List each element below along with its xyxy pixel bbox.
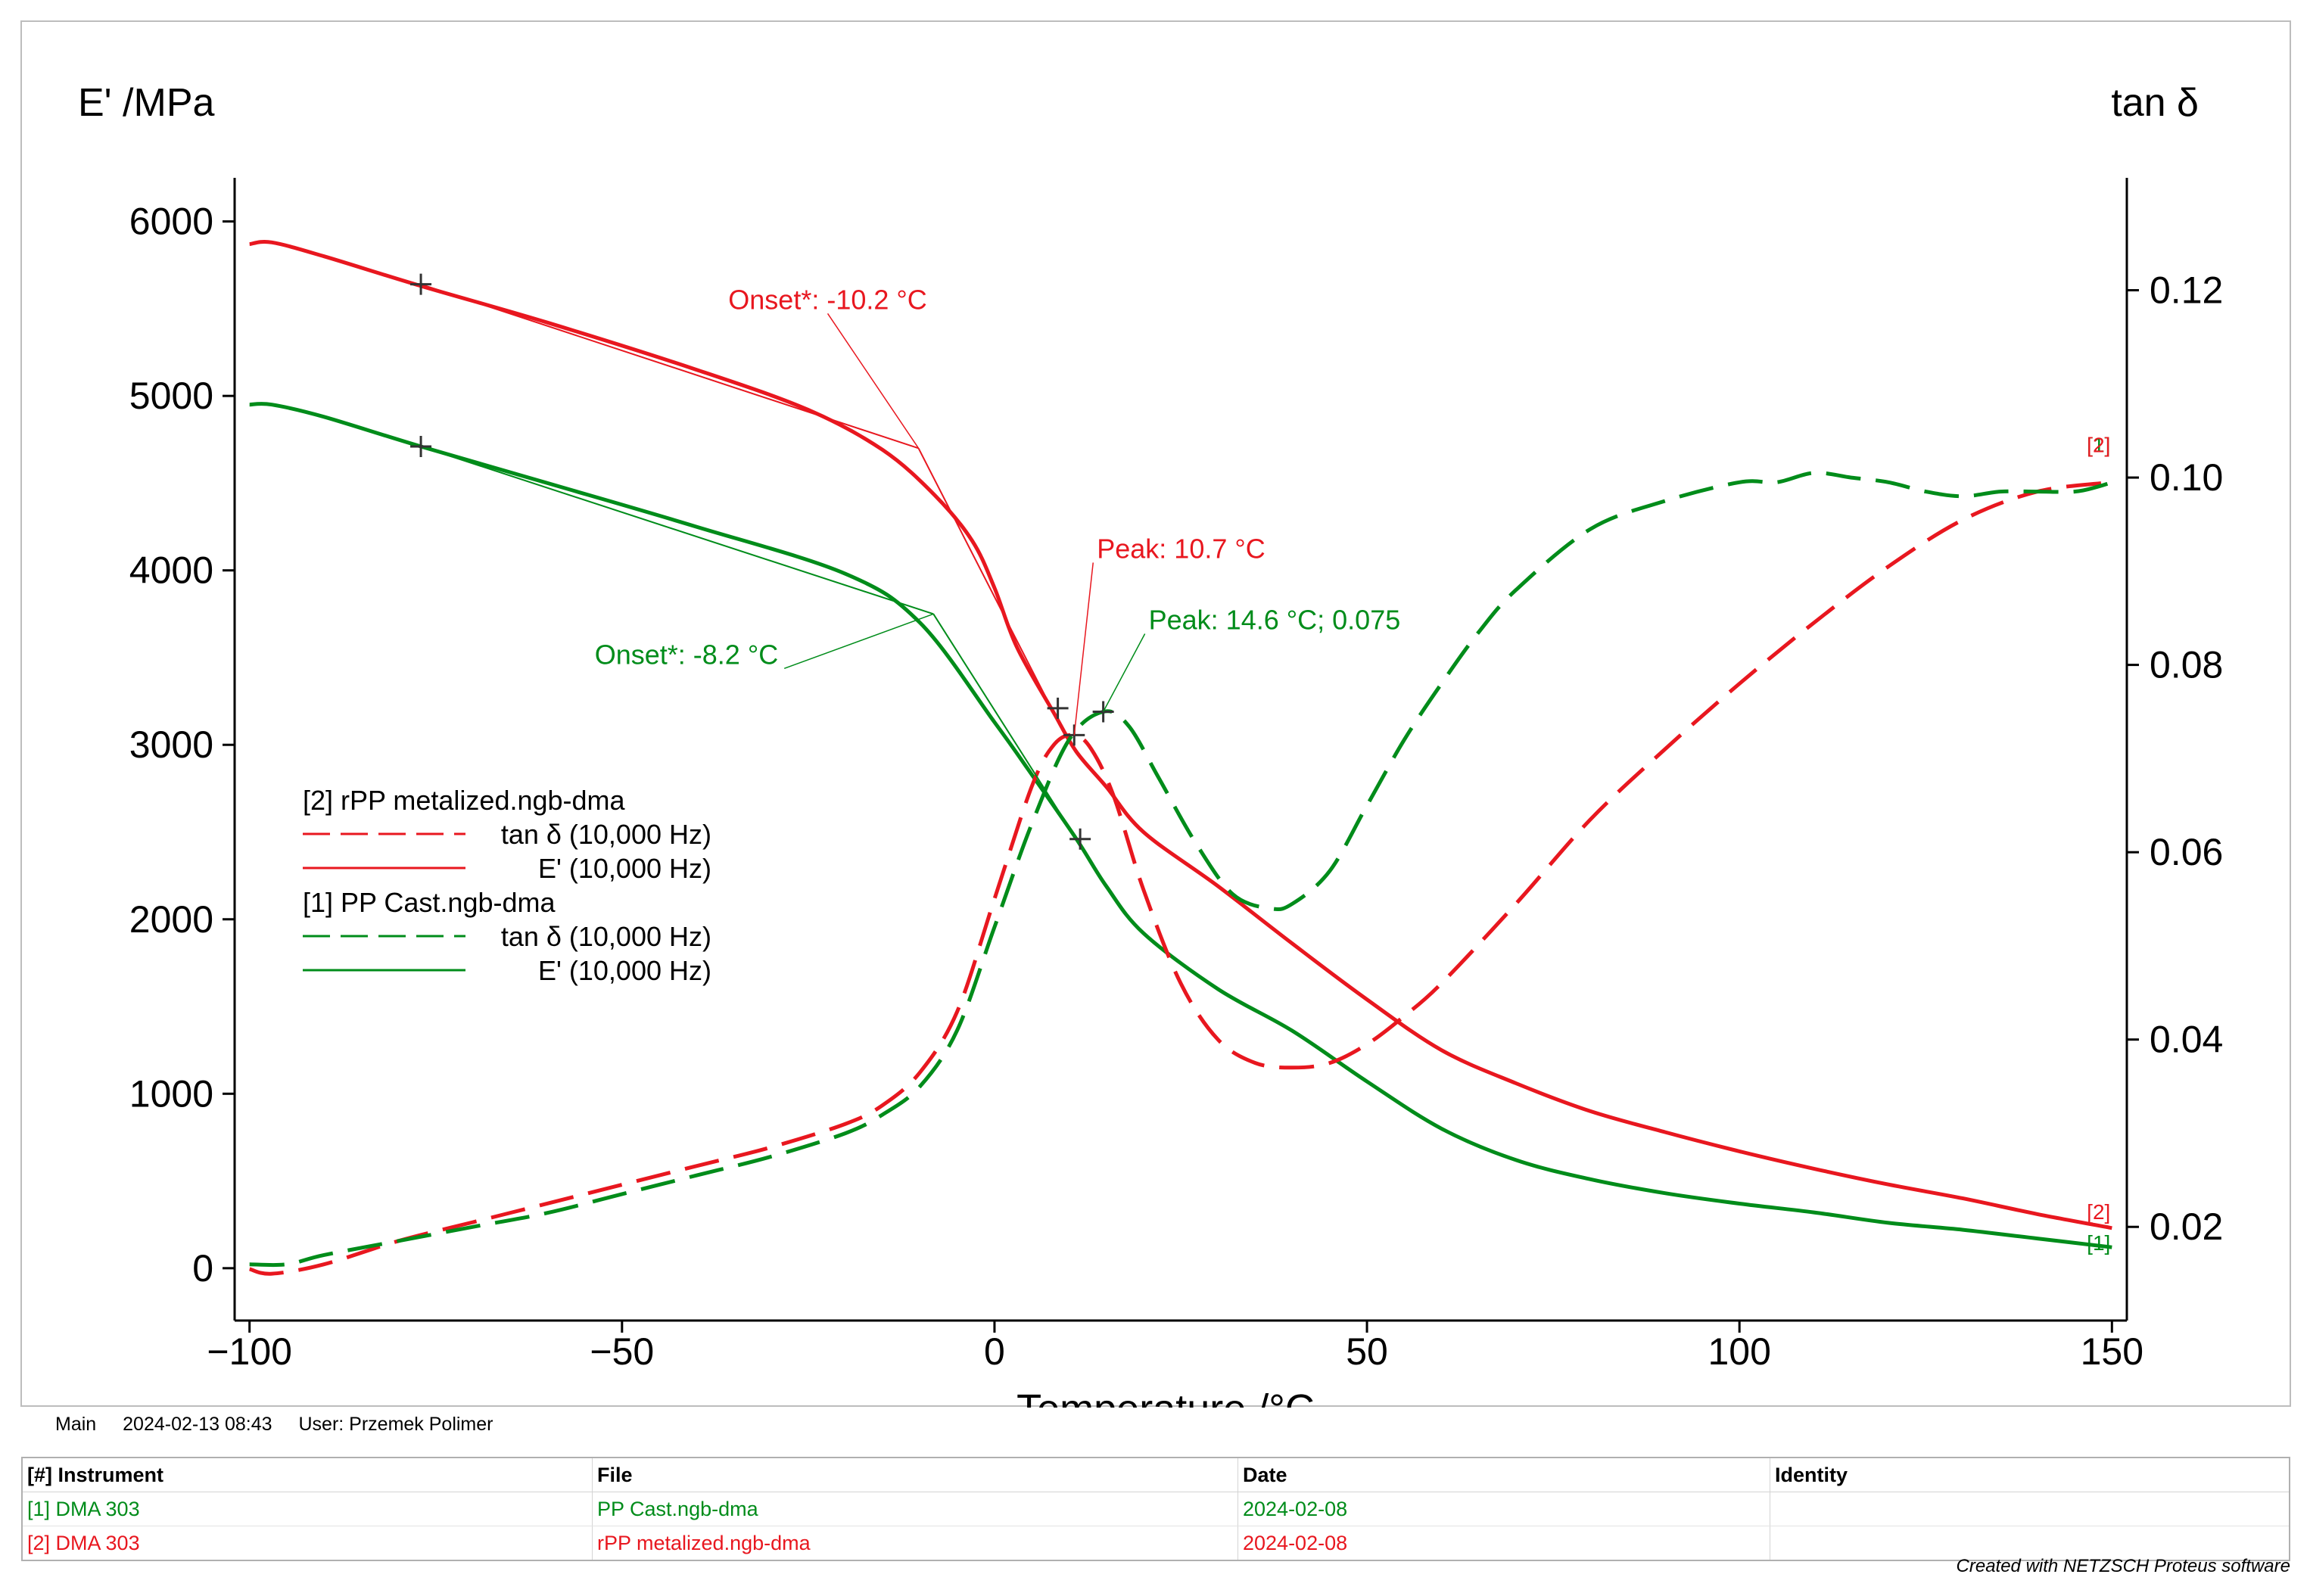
- table-header: Identity: [1770, 1458, 2290, 1492]
- table-header: [#] Instrument: [22, 1458, 593, 1492]
- series-end-marker-3: [1]: [2087, 1231, 2110, 1255]
- annotation-label-0: Onset*: -10.2 °C: [728, 284, 927, 315]
- table-cell: [1] DMA 303: [22, 1492, 593, 1526]
- y-left-tick-label: 2000: [129, 898, 213, 941]
- y-left-tick-label: 3000: [129, 723, 213, 766]
- table-cell: [1770, 1492, 2290, 1526]
- onset-crossing-marker: [1069, 828, 1091, 850]
- x-tick-label: 150: [2081, 1330, 2143, 1373]
- annotation-label-3: Peak: 14.6 °C; 0.075: [1149, 604, 1401, 635]
- footer-user: User: Przemek Polimer: [298, 1414, 493, 1435]
- annotation-leader-3: [1102, 633, 1146, 712]
- series-end-marker-0: [1]: [2087, 433, 2110, 456]
- table-cell: 2024-02-08: [1238, 1492, 1770, 1526]
- onset-crossing-marker: [1047, 697, 1069, 719]
- y-axis-right-label: tan δ: [2111, 81, 2199, 125]
- annotation-leader-0: [827, 313, 920, 449]
- legend-entry-label-1-1: E' (10,000 Hz): [538, 955, 711, 986]
- onset-tangent-0-1: [917, 447, 1055, 714]
- y-right-tick-label: 0.04: [2150, 1019, 2223, 1061]
- chart-frame: [20, 20, 2291, 1407]
- y-left-tick-label: 5000: [129, 375, 213, 417]
- annotation-label-2: Peak: 10.7 °C: [1097, 533, 1266, 564]
- series-line-3: [249, 471, 2113, 1268]
- series-line-1: [249, 402, 2112, 1249]
- table-row: [1] DMA 303 PP Cast.ngb-dma 2024-02-08: [22, 1492, 2290, 1526]
- y-right-tick-label: 0.02: [2150, 1206, 2223, 1248]
- x-tick-label: −50: [590, 1330, 654, 1373]
- onset-crossing-marker: [410, 273, 432, 295]
- table-cell: rPP metalized.ngb-dma: [592, 1526, 1238, 1560]
- y-right-tick-label: 0.08: [2150, 644, 2223, 686]
- x-tick-label: 50: [1346, 1330, 1388, 1373]
- y-left-tick-label: 6000: [129, 201, 213, 243]
- table-header: Date: [1238, 1458, 1770, 1492]
- dma-chart: −100 −50 0 50 100 150 0 1000 2000 3000 4000 5000 600…: [20, 20, 2291, 1408]
- series-line-0: [249, 239, 2112, 1230]
- x-axis-label: Temperature /°C: [1016, 1386, 1315, 1408]
- series-end-marker-2: [2]: [2087, 1200, 2110, 1224]
- series-end-marker-1: [2]: [2087, 433, 2110, 456]
- onset-tangent-1-1: [932, 613, 1078, 840]
- annotation-leader-1: [783, 613, 934, 670]
- table-header-row: [#] Instrument File Date Identity: [22, 1458, 2290, 1492]
- y-left-tick-label: 4000: [129, 549, 213, 592]
- legend-group-header-0: [2] rPP metalized.ngb-dma: [303, 785, 626, 816]
- footer-info: Main 2024-02-13 08:43 User: Przemek Poli…: [55, 1414, 514, 1436]
- annotation-label-1: Onset*: -8.2 °C: [595, 639, 779, 670]
- y-right-tick-label: 0.10: [2150, 456, 2223, 499]
- onset-tangent-0-0: [420, 283, 919, 450]
- x-tick-label: 100: [1708, 1330, 1770, 1373]
- footer-datetime: 2024-02-13 08:43: [123, 1414, 272, 1435]
- table-cell: 2024-02-08: [1238, 1526, 1770, 1560]
- onset-crossing-marker: [410, 436, 432, 458]
- table-row: [2] DMA 303 rPP metalized.ngb-dma 2024-0…: [22, 1526, 2290, 1560]
- x-tick-label: 0: [984, 1330, 1005, 1373]
- table-cell: [1770, 1526, 2290, 1560]
- table-cell: [2] DMA 303: [22, 1526, 593, 1560]
- legend-entry-label-1-0: tan δ (10,000 Hz): [501, 921, 711, 952]
- y-left-tick-label: 1000: [129, 1072, 213, 1115]
- series-line-2: [248, 480, 2112, 1276]
- y-left-tick-label: 0: [192, 1247, 213, 1290]
- y-axis-left-label: E' /MPa: [78, 81, 215, 125]
- footer-tab: Main: [55, 1414, 97, 1435]
- table-cell: PP Cast.ngb-dma: [592, 1492, 1238, 1526]
- annotation-leader-2: [1073, 562, 1094, 736]
- x-tick-label: −100: [207, 1330, 292, 1373]
- legend-entry-label-0-0: tan δ (10,000 Hz): [501, 819, 711, 850]
- software-credit: Created with NETZSCH Proteus software: [1956, 1556, 2290, 1576]
- legend-group-header-1: [1] PP Cast.ngb-dma: [303, 887, 556, 918]
- legend-entry-label-0-1: E' (10,000 Hz): [538, 853, 711, 884]
- table-header: File: [592, 1458, 1238, 1492]
- y-right-tick-label: 0.06: [2150, 831, 2223, 873]
- onset-tangent-1-0: [420, 446, 934, 615]
- y-right-tick-label: 0.12: [2150, 269, 2223, 312]
- measurement-table: [#] Instrument File Date Identity [1] DM…: [21, 1457, 2290, 1561]
